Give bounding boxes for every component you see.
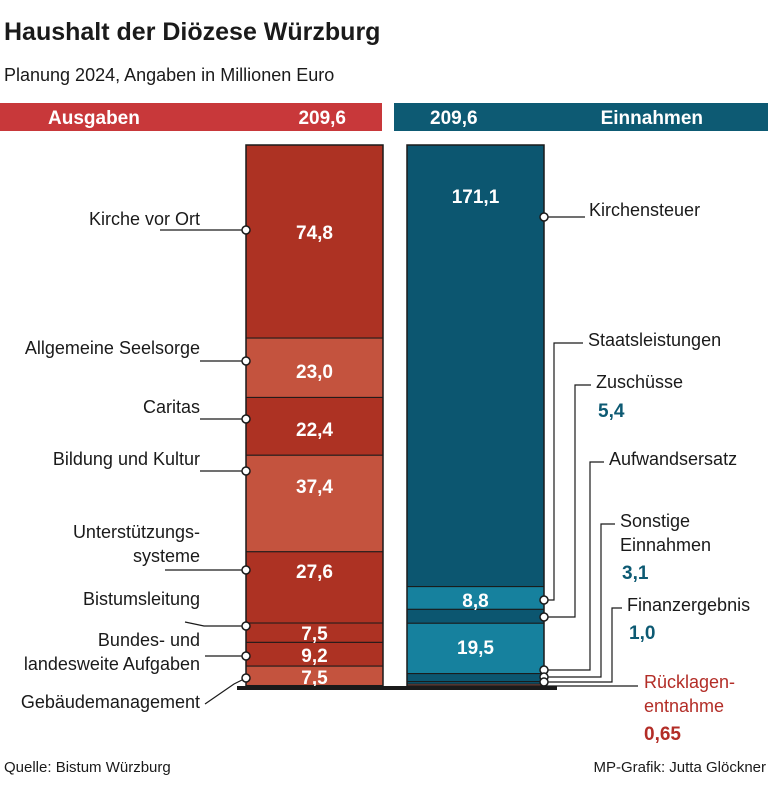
expense-leader-dot — [241, 414, 251, 424]
income-leader-dot — [539, 677, 549, 687]
income-category-label: Aufwandsersatz — [609, 449, 737, 469]
income-value-label: 1,0 — [629, 623, 655, 644]
expense-header: Ausgaben 209,6 — [0, 103, 382, 131]
income-value-label: 171,1 — [452, 187, 500, 208]
expense-leader-dot — [241, 621, 251, 631]
expense-value-label: 7,5 — [301, 668, 328, 689]
expense-category-label: Unterstützungs-systeme — [73, 522, 200, 566]
income-header: 209,6 Einnahmen — [394, 103, 768, 131]
income-leader-line — [544, 607, 622, 683]
baseline — [237, 686, 557, 690]
expense-category-label: Allgemeine Seelsorge — [25, 338, 200, 358]
income-category-label: Rücklagen-entnahme — [644, 672, 735, 716]
income-value-label: 19,5 — [457, 638, 494, 659]
chart-subtitle: Planung 2024, Angaben in Millionen Euro — [4, 65, 334, 85]
chart-marks: 74,8 23,0 22,4 37,4 27,6 7,59,27,5 Kirche vor … — [21, 144, 750, 745]
expense-header-total: 209,6 — [298, 108, 346, 129]
expense-leader-dot — [241, 565, 251, 575]
income-leader-dot — [539, 595, 549, 605]
income-value-label: 5,4 — [598, 401, 625, 422]
expense-value-label: 7,5 — [301, 624, 328, 645]
source-note: Quelle: Bistum Würzburg — [4, 759, 171, 776]
expense-category-label: Gebäudemanagement — [21, 692, 200, 712]
expense-bar-segment — [245, 551, 384, 624]
expense-leader-dot — [241, 466, 251, 476]
income-category-label: Staatsleistungen — [588, 330, 721, 350]
expense-category-label: Bundes- und landesweite Aufgaben — [24, 630, 200, 674]
income-header-total: 209,6 — [430, 108, 478, 129]
chart-title: Haushalt der Diözese Würzburg — [4, 18, 380, 46]
expense-value-label: 74,8 — [296, 223, 333, 244]
expense-value-label: 23,0 — [296, 362, 333, 383]
income-leader-dot — [539, 612, 549, 622]
expense-value-label: 27,6 — [296, 562, 333, 583]
expense-leader-dot — [241, 673, 251, 683]
income-leader-line — [544, 461, 604, 671]
income-category-label: Zuschüsse — [596, 372, 683, 392]
income-leader-dot — [539, 212, 549, 222]
income-bar-segment — [406, 673, 545, 683]
expense-category-label: Bistumsleitung — [83, 589, 200, 609]
expense-header-bar — [0, 103, 382, 131]
income-leader-line — [544, 342, 583, 601]
income-header-bar — [394, 103, 768, 131]
income-leader-line — [544, 523, 615, 678]
income-category-label: Sonstige Einnahmen — [620, 511, 711, 555]
income-leader-line — [544, 384, 591, 618]
credit-note: MP-Grafik: Jutta Glöckner — [593, 759, 766, 776]
expense-leader-dot — [241, 651, 251, 661]
expense-leader-line — [204, 677, 247, 705]
expense-leader-dot — [241, 356, 251, 366]
income-value-label: 0,65 — [644, 724, 681, 745]
income-bar-segment — [406, 144, 545, 588]
expense-leader-dot — [241, 225, 251, 235]
income-category-label: Kirchensteuer — [589, 200, 700, 220]
expense-value-label: 9,2 — [301, 646, 327, 667]
income-value-label: 8,8 — [462, 591, 488, 612]
expense-value-label: 37,4 — [296, 477, 333, 498]
expense-category-label: Caritas — [143, 397, 200, 417]
expense-category-label: Kirche vor Ort — [89, 209, 200, 229]
expense-header-label: Ausgaben — [48, 108, 140, 129]
expense-leader-line — [184, 621, 246, 627]
income-header-label: Einnahmen — [601, 108, 703, 129]
expense-value-label: 22,4 — [296, 420, 333, 441]
expense-bar-segment — [245, 454, 384, 553]
income-value-label: 3,1 — [622, 563, 649, 584]
income-category-label: Finanzergebnis — [627, 595, 750, 615]
income-bar-segment — [406, 622, 545, 675]
expense-category-label: Bildung und Kultur — [53, 449, 200, 469]
